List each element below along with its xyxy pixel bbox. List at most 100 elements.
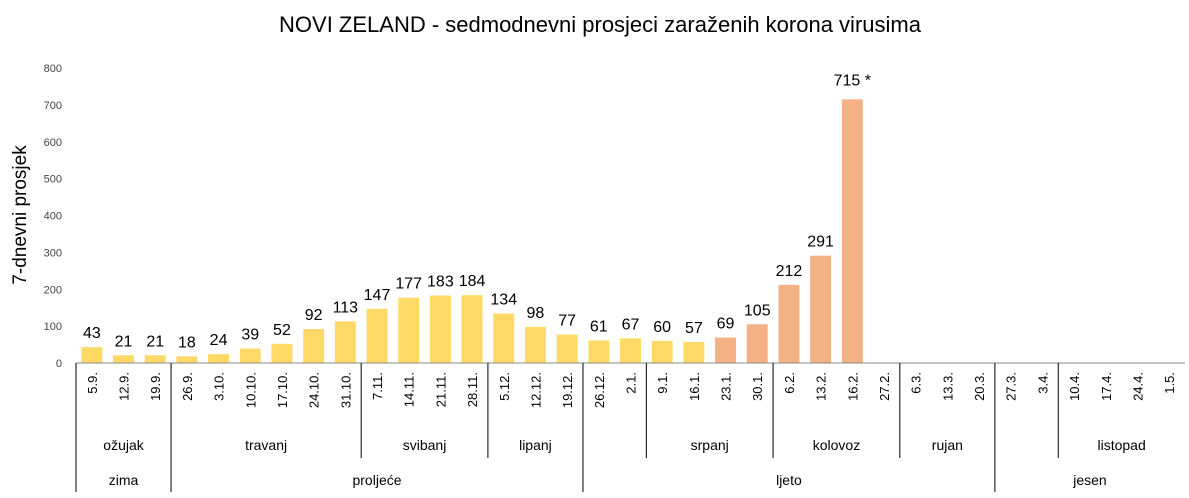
- bar-value-label: 98: [527, 305, 545, 322]
- x-tick-label: 19.9.: [148, 372, 163, 401]
- bar-value-label: 212: [776, 263, 803, 280]
- bar: [176, 356, 198, 363]
- bar: [81, 347, 103, 363]
- bar-value-label: 715 *: [834, 72, 871, 89]
- bar: [588, 340, 610, 363]
- x-tick-label: 6.3.: [909, 372, 924, 394]
- y-tick-label: 600: [44, 137, 62, 149]
- bar-value-label: 21: [115, 333, 133, 350]
- season-label: proljeće: [352, 472, 401, 488]
- bar: [556, 334, 578, 363]
- bar-value-label: 113: [333, 299, 359, 316]
- bar-value-label: 21: [146, 333, 164, 350]
- bar-value-label: 177: [395, 276, 422, 293]
- x-tick-label: 5.12.: [497, 372, 512, 401]
- x-tick-label: 17.4.: [1099, 372, 1114, 401]
- bar: [715, 337, 737, 363]
- y-axis-ticks: 0 100 200 300 400 500 600 700 800: [44, 63, 62, 370]
- y-tick-label: 500: [44, 174, 62, 186]
- x-tick-label: 26.9.: [180, 372, 195, 401]
- bar-value-label: 105: [744, 302, 771, 319]
- y-tick-label: 300: [44, 247, 62, 259]
- x-axis-ticks: 5.9. 12.9. 19.9. 26.9. 3.10. 10.10. 17.10. 24.1…: [85, 372, 1177, 408]
- x-tick-label: 24.4.: [1130, 372, 1145, 401]
- x-tick-label: 21.11.: [433, 372, 448, 407]
- bar-value-label: 39: [241, 327, 259, 344]
- bar-value-label: 134: [490, 292, 517, 309]
- y-axis-label: 7-dnevni prosjek: [10, 145, 31, 285]
- bar-value-label: 57: [685, 320, 703, 337]
- y-tick-label: 100: [44, 321, 62, 333]
- x-tick-label: 13.2.: [814, 372, 829, 401]
- bar: [841, 99, 863, 363]
- bar: [334, 321, 356, 363]
- x-tick-label: 7.11.: [370, 372, 385, 400]
- bar: [113, 355, 134, 363]
- bar-value-label: 291: [807, 234, 834, 251]
- x-tick-label: 10.4.: [1067, 372, 1082, 401]
- month-labels-group: ožujak travanj svibanj lipanj srpanj kolovoz r…: [75, 363, 1146, 492]
- bar: [620, 338, 641, 363]
- x-tick-label: 30.1.: [750, 372, 765, 401]
- x-tick-label: 16.2.: [845, 372, 860, 401]
- bar-value-label: 67: [622, 316, 640, 333]
- x-tick-label: 12.9.: [117, 372, 132, 401]
- bar-value-label: 24: [210, 332, 228, 349]
- bar: [778, 284, 800, 363]
- x-tick-label: 3.10.: [212, 372, 227, 401]
- x-tick-label: 1.5.: [1162, 372, 1177, 394]
- bar: [239, 348, 261, 363]
- x-tick-label: 12.12.: [528, 372, 543, 408]
- bar: [651, 340, 673, 363]
- bar: [493, 313, 515, 363]
- x-tick-label: 16.1.: [687, 372, 702, 401]
- x-tick-label: 9.1.: [655, 372, 670, 394]
- x-tick-label: 20.3.: [972, 372, 987, 401]
- x-tick-label: 27.3.: [1004, 372, 1019, 401]
- month-label: srpanj: [691, 437, 729, 453]
- month-label: travanj: [245, 437, 287, 453]
- x-tick-label: 3.4.: [1035, 372, 1050, 394]
- bar-value-label: 60: [653, 319, 671, 336]
- month-label: lipanj: [519, 437, 552, 453]
- x-tick-label: 27.2.: [877, 372, 892, 401]
- x-tick-label: 14.11.: [402, 372, 417, 407]
- y-tick-label: 400: [44, 211, 62, 223]
- season-label: jesen: [1072, 472, 1106, 488]
- month-label: kolovoz: [813, 437, 860, 453]
- month-label: rujan: [932, 437, 963, 453]
- bar: [144, 355, 166, 363]
- x-tick-label: 5.9.: [85, 372, 100, 394]
- month-label: ožujak: [103, 437, 144, 453]
- bar: [366, 308, 388, 363]
- bars-group: [81, 99, 863, 363]
- bar-value-label: 92: [305, 307, 323, 324]
- x-tick-label: 19.12.: [560, 372, 575, 408]
- y-tick-label: 200: [44, 284, 62, 296]
- x-tick-label: 10.10.: [243, 372, 258, 408]
- x-tick-label: 31.10.: [338, 372, 353, 408]
- x-tick-label: 26.12.: [592, 372, 607, 408]
- bar-value-label: 184: [459, 273, 486, 290]
- bar: [398, 297, 420, 363]
- bar: [271, 343, 293, 363]
- bar: [746, 324, 768, 363]
- bar-value-label: 61: [590, 319, 608, 336]
- y-tick-label: 0: [56, 358, 62, 370]
- bar: [524, 326, 546, 363]
- bar-value-label: 69: [717, 316, 735, 333]
- bar-value-label: 77: [558, 313, 576, 330]
- season-label: zima: [109, 472, 139, 488]
- bar-value-label: 183: [427, 274, 454, 291]
- bar-value-label: 52: [273, 322, 291, 339]
- x-tick-label: 6.2.: [782, 372, 797, 394]
- bar: [683, 341, 705, 363]
- season-label: ljeto: [776, 472, 802, 488]
- season-labels-group: zima proljeće ljeto jesen: [109, 458, 1107, 492]
- chart-title: NOVI ZELAND - sedmodnevni prosjeci zaraž…: [279, 12, 922, 37]
- month-label: listopad: [1097, 437, 1145, 453]
- bar: [810, 255, 832, 363]
- bar-value-label: 147: [364, 287, 391, 304]
